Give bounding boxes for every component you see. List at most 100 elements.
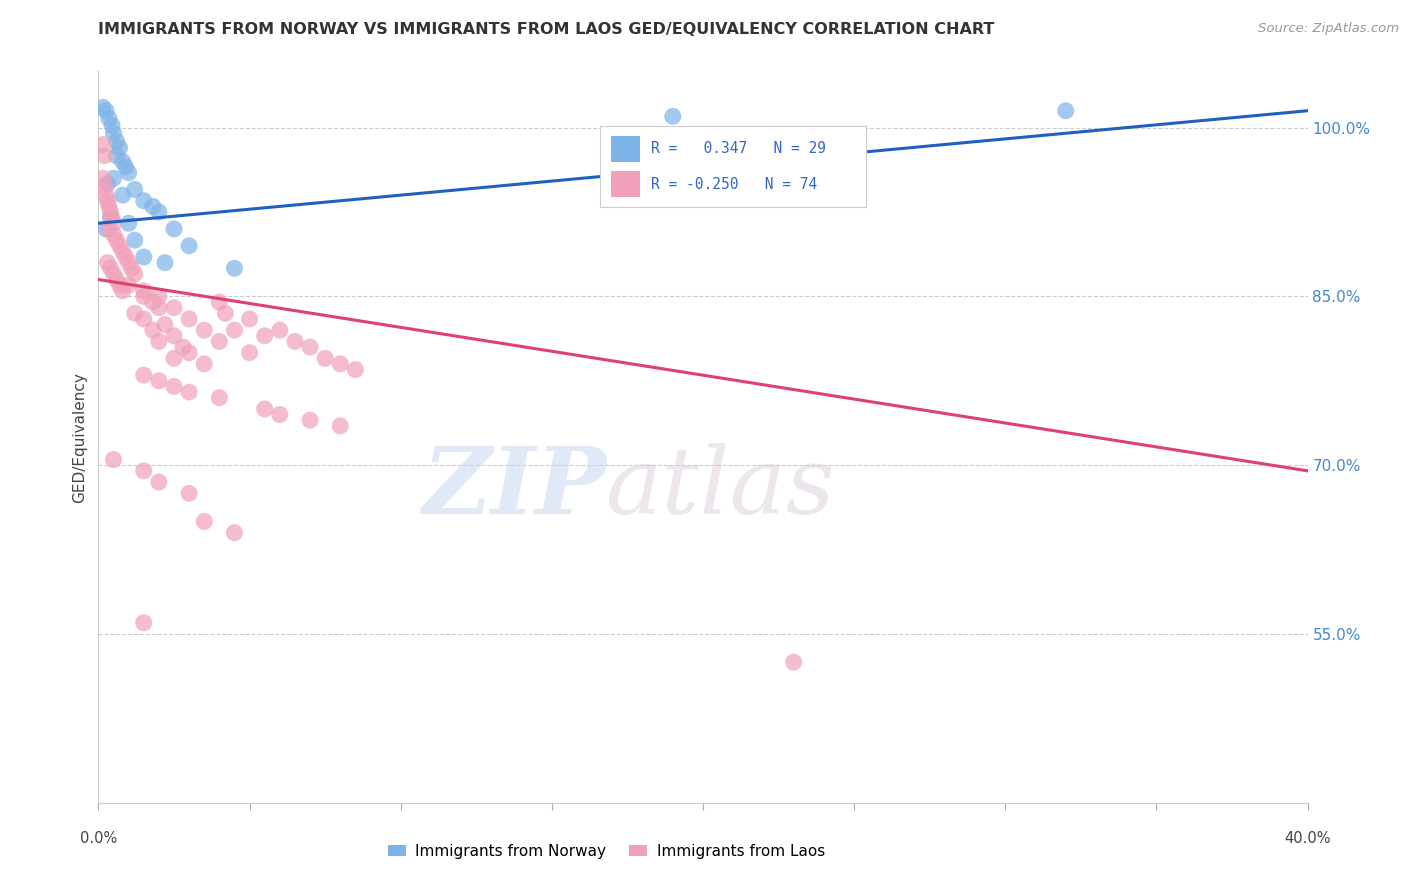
Point	[93, 179, 115, 194]
Point	[148, 289, 170, 303]
Bar	[610, 171, 640, 197]
Text: R =   0.347   N = 29: R = 0.347 N = 29	[651, 141, 825, 156]
Point	[103, 267, 125, 281]
Point	[193, 323, 215, 337]
Point	[148, 301, 170, 315]
Point	[103, 126, 125, 140]
Point	[98, 222, 121, 236]
Point	[132, 464, 155, 478]
Point	[214, 306, 236, 320]
Point	[93, 149, 115, 163]
Point	[103, 216, 125, 230]
Point	[96, 255, 118, 269]
Point	[108, 278, 131, 293]
Point	[132, 368, 155, 383]
Point	[94, 188, 117, 202]
Y-axis label: GED/Equivalency: GED/Equivalency	[72, 372, 87, 502]
Point	[108, 239, 131, 253]
Point	[148, 374, 170, 388]
Point	[108, 141, 131, 155]
Point	[105, 149, 128, 163]
Point	[269, 323, 291, 337]
Point	[118, 216, 141, 230]
Point	[98, 112, 121, 126]
Point	[208, 295, 231, 310]
Point	[111, 244, 134, 259]
Point	[118, 255, 141, 269]
Point	[239, 312, 262, 326]
Point	[105, 134, 128, 148]
Point	[1054, 103, 1077, 118]
Point	[94, 103, 117, 118]
Point	[163, 351, 186, 366]
Point	[148, 334, 170, 349]
Point	[208, 334, 231, 349]
Point	[103, 171, 125, 186]
Point	[103, 452, 125, 467]
Point	[148, 205, 170, 219]
Point	[132, 250, 155, 264]
Point	[163, 328, 186, 343]
Point	[179, 385, 201, 400]
Point	[124, 182, 146, 196]
Point	[329, 418, 352, 433]
Point	[172, 340, 194, 354]
Point	[111, 284, 134, 298]
Point	[100, 261, 122, 276]
Point	[132, 312, 155, 326]
Text: 0.0%: 0.0%	[80, 831, 117, 846]
Point	[148, 475, 170, 489]
Point	[253, 401, 276, 416]
Point	[314, 351, 336, 366]
Point	[662, 109, 685, 123]
Text: atlas: atlas	[606, 443, 835, 533]
Point	[124, 306, 146, 320]
Point	[94, 222, 117, 236]
Point	[91, 100, 114, 114]
Point	[91, 171, 114, 186]
Point	[132, 194, 155, 208]
Point	[153, 318, 176, 332]
Point	[100, 205, 122, 219]
Text: R = -0.250   N = 74: R = -0.250 N = 74	[651, 177, 817, 192]
Point	[269, 408, 291, 422]
Point	[179, 345, 201, 359]
Point	[142, 199, 165, 213]
Point	[132, 289, 155, 303]
Point	[114, 250, 136, 264]
Point	[124, 233, 146, 247]
Point	[111, 188, 134, 202]
Point	[329, 357, 352, 371]
Point	[118, 166, 141, 180]
Point	[103, 227, 125, 242]
Point	[783, 655, 806, 669]
Point	[91, 137, 114, 152]
Point	[299, 340, 322, 354]
Point	[142, 323, 165, 337]
Text: 40.0%: 40.0%	[1284, 831, 1331, 846]
Point	[111, 154, 134, 169]
Point	[193, 515, 215, 529]
Point	[98, 199, 121, 213]
Point	[239, 345, 262, 359]
Point	[193, 357, 215, 371]
Legend: Immigrants from Norway, Immigrants from Laos: Immigrants from Norway, Immigrants from …	[381, 838, 831, 864]
Point	[299, 413, 322, 427]
Point	[132, 615, 155, 630]
Point	[224, 323, 246, 337]
Text: IMMIGRANTS FROM NORWAY VS IMMIGRANTS FROM LAOS GED/EQUIVALENCY CORRELATION CHART: IMMIGRANTS FROM NORWAY VS IMMIGRANTS FRO…	[98, 22, 995, 37]
Text: Source: ZipAtlas.com: Source: ZipAtlas.com	[1258, 22, 1399, 36]
Point	[224, 261, 246, 276]
Point	[224, 525, 246, 540]
Point	[121, 261, 143, 276]
Point	[163, 301, 186, 315]
Point	[105, 233, 128, 247]
Point	[208, 391, 231, 405]
Point	[105, 272, 128, 286]
Point	[153, 255, 176, 269]
Point	[101, 119, 124, 133]
Point	[96, 177, 118, 191]
Bar	[610, 136, 640, 161]
Point	[163, 379, 186, 393]
Point	[96, 194, 118, 208]
